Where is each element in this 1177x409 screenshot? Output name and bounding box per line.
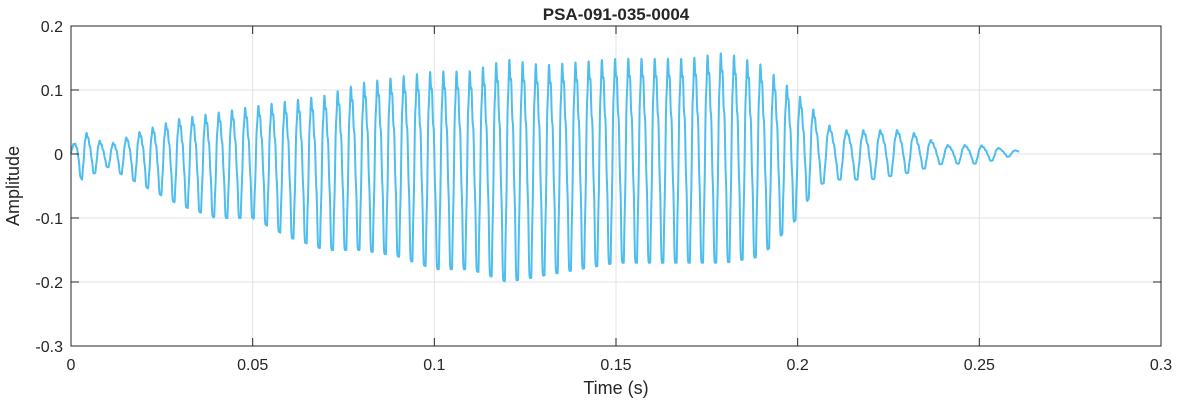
x-tick-label: 0.05	[237, 357, 268, 374]
y-tick-label: -0.3	[35, 339, 63, 356]
x-tick-label: 0.1	[423, 357, 445, 374]
x-tick-label: 0.25	[964, 357, 995, 374]
chart-title: PSA-091-035-0004	[543, 5, 690, 24]
y-tick-label: 0.1	[41, 83, 63, 100]
x-tick-label: 0	[67, 357, 76, 374]
signal-line	[70, 52, 1021, 283]
x-tick-label: 0.2	[787, 357, 809, 374]
series-signal	[70, 52, 1021, 283]
y-tick-label: 0.2	[41, 19, 63, 36]
x-axis-label: Time (s)	[583, 378, 648, 398]
y-tick-label: 0	[54, 147, 63, 164]
y-tick-label: -0.2	[35, 275, 63, 292]
x-tick-label: 0.15	[600, 357, 631, 374]
y-axis-label: Amplitude	[3, 146, 23, 226]
ticks: 0 0.05 0.1 0.15 0.2 0.25 0.3 -0.3 -0.2 -0.1 0 0.1 0.…	[35, 19, 1172, 374]
x-tick-label: 0.3	[1150, 357, 1172, 374]
y-tick-label: -0.1	[35, 211, 63, 228]
